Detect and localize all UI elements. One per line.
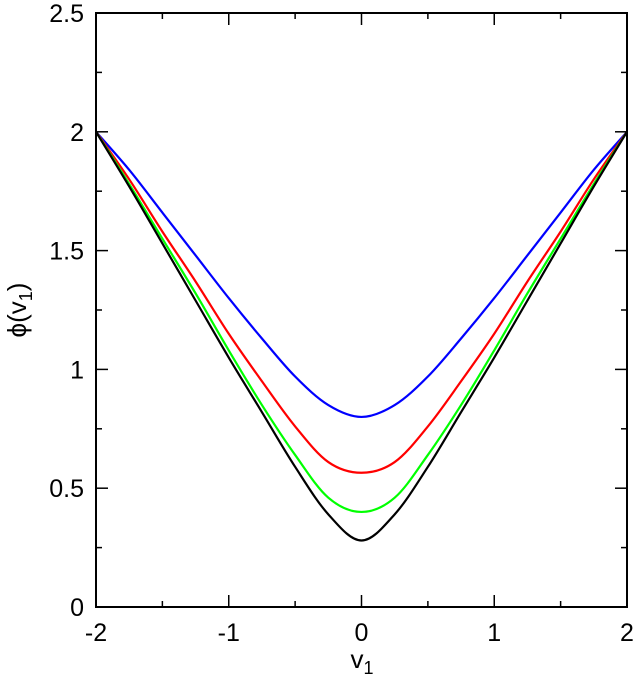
y-tick-label: 0 — [70, 594, 84, 622]
y-axis-label: ϕ(v1) — [2, 283, 36, 338]
y-axis-label-sub: 1 — [16, 291, 36, 301]
x-axis-label: v1 — [350, 644, 373, 677]
y-axis-label-main: ϕ(v — [2, 301, 32, 337]
series-line-4 — [95, 131, 628, 542]
curves — [95, 131, 628, 542]
x-tick-label: -2 — [85, 619, 107, 647]
series-line-1 — [95, 131, 628, 419]
y-tick-label: 2 — [70, 119, 84, 147]
ticks — [95, 12, 628, 608]
x-tick-labels: -2 -1 0 1 2 — [85, 619, 634, 647]
y-tick-label: 0.5 — [49, 475, 84, 503]
series-line-2 — [95, 131, 628, 474]
plot-frame — [95, 12, 628, 608]
x-tick-label: 1 — [487, 619, 501, 647]
x-tick-label: 0 — [355, 619, 369, 647]
x-axis-label-main: v — [350, 644, 363, 674]
y-tick-label: 1.5 — [49, 238, 84, 266]
y-tick-labels: 0 0.5 1 1.5 2 2.5 — [49, 0, 84, 622]
y-tick-label: 2.5 — [49, 0, 84, 28]
x-tick-label: 2 — [620, 619, 634, 647]
y-tick-label: 1 — [70, 356, 84, 384]
x-axis-label-sub: 1 — [363, 658, 373, 677]
series-line-3 — [95, 131, 628, 514]
y-axis-label-tail: ) — [2, 283, 32, 292]
x-tick-label: -1 — [218, 619, 240, 647]
